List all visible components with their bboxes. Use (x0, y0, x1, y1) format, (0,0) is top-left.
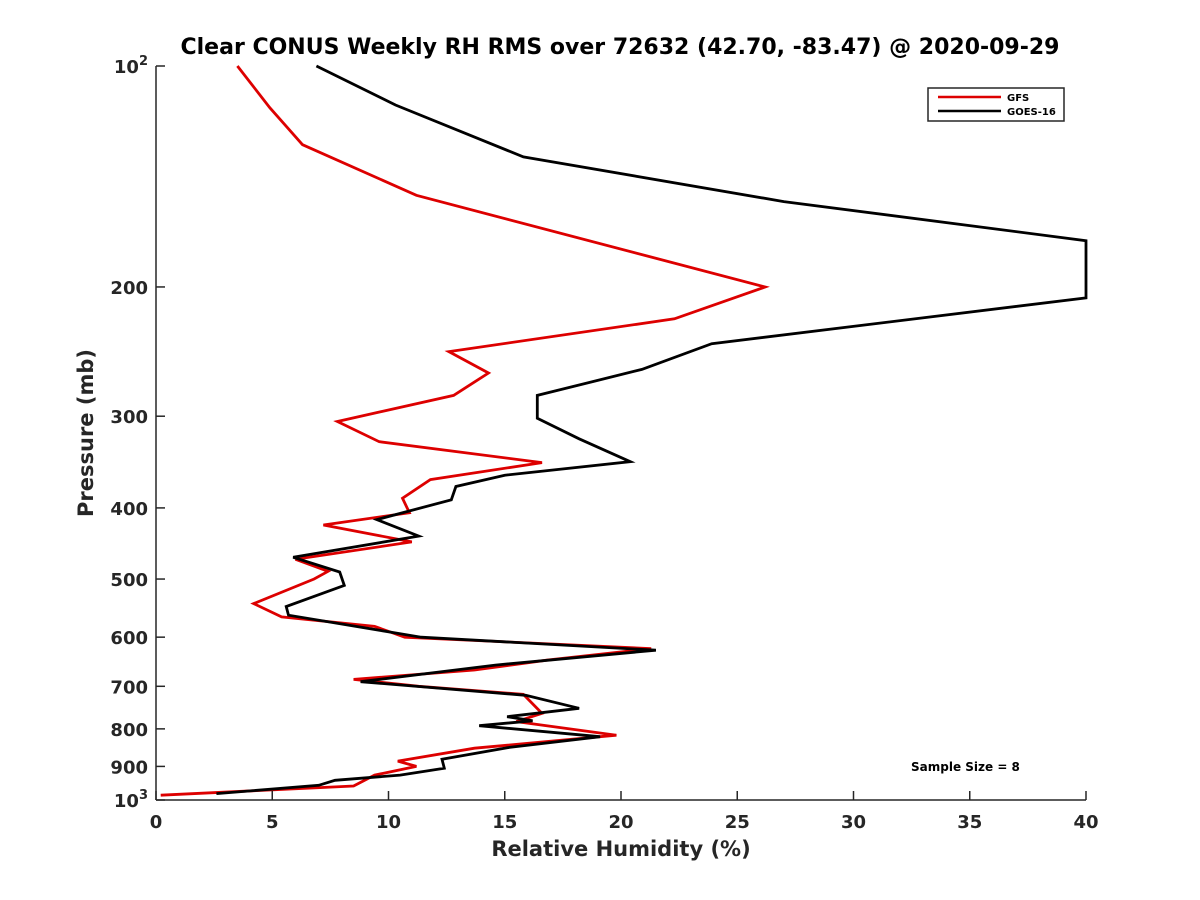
legend-label-goes16: GOES-16 (1007, 107, 1056, 118)
series-line-gfs (160, 65, 770, 797)
legend: GFS GOES-16 (927, 87, 1065, 122)
y-tick-label: 900 (110, 757, 148, 778)
y-tick-label: 103 (114, 788, 148, 812)
series-layer (160, 64, 1088, 797)
x-axis-ticks: 0 5 10 15 20 25 30 35 40 (150, 791, 1099, 833)
y-tick-label: 200 (110, 278, 148, 299)
y-tick-label: 102 (114, 54, 148, 78)
legend-box (927, 87, 1065, 122)
x-tick-label: 10 (376, 812, 401, 833)
y-tick-label: 300 (110, 407, 148, 428)
legend-label-gfs: GFS (1007, 93, 1029, 104)
y-tick-label: 800 (110, 720, 148, 741)
x-tick-label: 30 (841, 812, 866, 833)
x-axis-label: Relative Humidity (%) (491, 837, 750, 861)
x-tick-label: 35 (957, 812, 982, 833)
x-tick-label: 0 (150, 812, 163, 833)
plot-area (156, 66, 1086, 800)
y-tick-label: 500 (110, 570, 148, 591)
x-tick-label: 40 (1073, 812, 1098, 833)
x-tick-label: 15 (492, 812, 517, 833)
sample-size-annotation: Sample Size = 8 (911, 760, 1020, 774)
y-tick-label: 700 (110, 677, 148, 698)
x-tick-label: 25 (725, 812, 750, 833)
x-tick-label: 20 (608, 812, 633, 833)
y-axis-label: Pressure (mb) (74, 349, 98, 517)
y-tick-label: 600 (110, 628, 148, 649)
y-axis-ticks: 102 200 300 400 500 600 700 800 900 103 (110, 54, 165, 812)
x-tick-label: 5 (266, 812, 279, 833)
y-tick-label: 400 (110, 499, 148, 520)
series-line-goes16 (216, 64, 1088, 795)
chart-title: Clear CONUS Weekly RH RMS over 72632 (42… (181, 35, 1060, 60)
